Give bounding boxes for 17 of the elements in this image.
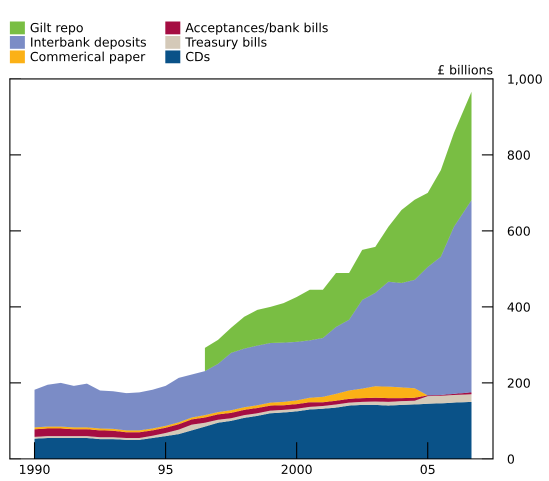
legend-label: Acceptances/bank bills (185, 22, 328, 35)
y-tick-label: 0 (508, 454, 514, 464)
legend-label: Treasury bills (185, 37, 267, 50)
y-tick-label: 600 (508, 226, 530, 236)
y-tick-label: 400 (508, 302, 530, 312)
x-tick-label: 2000 (282, 464, 312, 474)
y-tick-label: 200 (508, 378, 530, 388)
x-tick-label: 95 (158, 464, 172, 474)
y-axis-title: £ billions (438, 64, 492, 75)
x-tick-label: 1990 (20, 464, 50, 474)
legend-label: Gilt repo (30, 22, 83, 35)
y-tick-label: 1,000 (508, 74, 542, 86)
y-tick-label: 800 (508, 150, 530, 160)
legend-label: Interbank deposits (31, 37, 146, 50)
legend-label: CDs (186, 52, 210, 62)
x-tick-label: 05 (420, 464, 435, 474)
legend-label: Commerical paper (30, 52, 146, 64)
